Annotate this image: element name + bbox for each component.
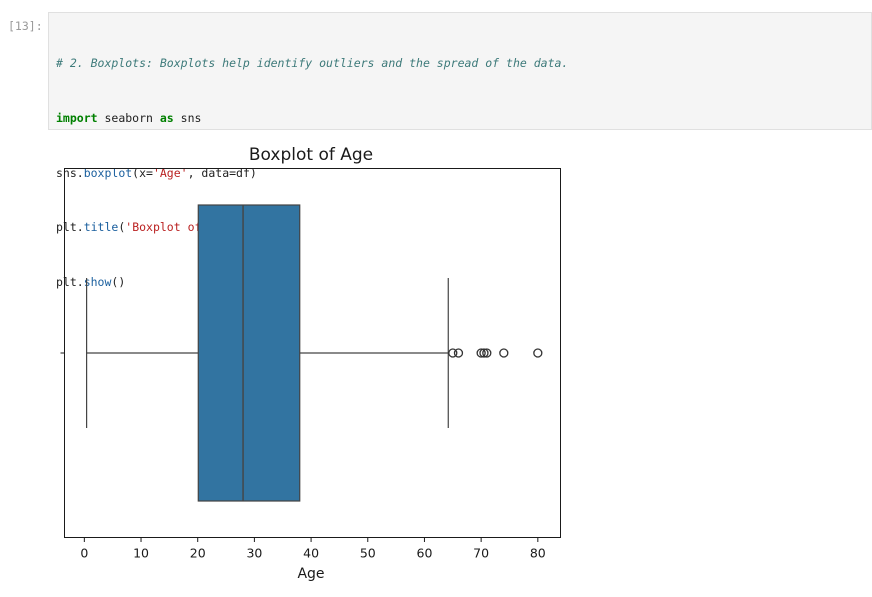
boxplot-chart: Boxplot of Age 0 10 20 30 40 50 60 70 80 Age [60,145,561,582]
keyword-as: as [159,111,174,125]
iqr-box [197,204,301,502]
code-line-3: sns.boxplot(x='Age', data=df) [56,164,568,182]
outlier-point [476,348,486,358]
code-line-1: # 2. Boxplots: Boxplots help identify ou… [56,54,568,72]
x-tick-label: 80 [530,546,546,561]
code-line-5: plt.show() [56,273,568,291]
outlier-point [533,348,543,358]
code-line-2: import seaborn as sns [56,109,568,127]
string-literal: 'Age' [152,165,188,180]
x-axis: 0 10 20 30 40 50 60 70 80 [60,352,546,561]
alias-name: sns [173,111,202,125]
code-args: (x= [132,165,153,180]
keyword-import: import [56,111,98,125]
code-comment: # 2. Boxplots: Boxplots help identify ou… [56,56,569,71]
object-ref: plt. [56,274,84,289]
function-name: show [83,274,112,289]
x-tick-label: 70 [473,546,489,561]
function-name: title [83,220,119,235]
x-tick-label: 10 [133,546,149,561]
cell-execution-count: [13]: [8,19,43,33]
outlier-point [499,348,509,358]
x-tick-label: 60 [417,546,433,561]
function-name: boxplot [83,165,133,180]
code-args: , data=df) [187,165,257,180]
x-axis-label: Age [297,566,324,582]
outlier-point [482,348,492,358]
x-tick-label: 0 [80,546,88,561]
x-tick-label: 50 [360,546,376,561]
x-tick-label: 20 [190,546,206,561]
outlier-point [479,348,489,358]
x-tick-label: 30 [246,546,262,561]
code-args: ( [118,220,126,235]
plot-area [86,204,543,502]
chart-title: Boxplot of Age [249,145,373,165]
outlier-point [448,348,458,358]
x-tick-label: 40 [303,546,319,561]
object-ref: plt. [56,220,84,235]
outlier-point [453,348,464,358]
code-editor[interactable]: # 2. Boxplots: Boxplots help identify ou… [48,12,872,289]
code-args: () [111,274,126,289]
object-ref: sns. [56,165,84,180]
module-name: seaborn [97,111,160,125]
cell-output: Boxplot of Age 0 10 20 30 40 50 60 70 80 Age [48,132,608,597]
